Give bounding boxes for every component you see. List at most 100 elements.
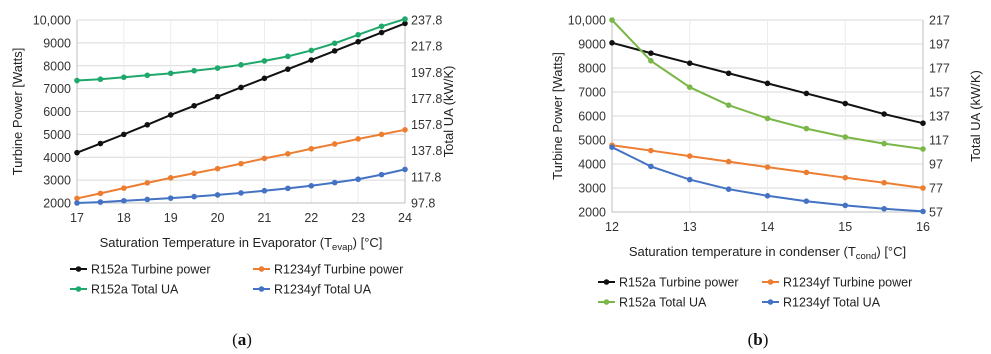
- data-point: [355, 31, 361, 38]
- panel-label-letter: a: [238, 330, 247, 349]
- x-tick-label: 20: [211, 211, 225, 225]
- data-point: [331, 179, 338, 186]
- data-point: [144, 196, 151, 203]
- data-point: [378, 29, 385, 36]
- data-point: [74, 77, 80, 84]
- data-point: [261, 187, 268, 194]
- y-tick-left-label: 5000: [578, 134, 606, 148]
- data-point: [74, 200, 80, 206]
- legend-swatch-marker: [767, 279, 774, 285]
- data-point: [167, 70, 174, 77]
- x-tick-label: 15: [838, 220, 852, 234]
- legend-item: R152a Total UA: [598, 296, 707, 310]
- chart-panel-b: 2000 3000 4000 5000 6000 7000 8000 9000 10,000 57…: [550, 14, 983, 350]
- data-point: [144, 121, 151, 128]
- legend-swatch-marker: [258, 286, 265, 292]
- data-point: [402, 127, 408, 133]
- legend-item: R1234yf Total UA: [253, 283, 372, 297]
- data-point: [920, 120, 926, 126]
- data-point: [355, 38, 361, 45]
- legend-item: R152a Turbine power: [598, 276, 739, 290]
- legend-label: R1234yf Total UA: [783, 296, 881, 310]
- data-point: [191, 193, 197, 200]
- legend-swatch-marker: [258, 266, 265, 272]
- data-point: [167, 112, 174, 118]
- series-line: [76, 18, 406, 82]
- data-point: [167, 175, 174, 181]
- data-point: [121, 185, 127, 191]
- data-point: [355, 136, 361, 142]
- y-tick-right-label: 97: [929, 158, 943, 172]
- data-point: [97, 140, 104, 147]
- series-group: [74, 16, 408, 206]
- series-group: [609, 17, 926, 215]
- legend-label: R1234yf Turbine power: [783, 276, 912, 290]
- x-tick-label: 21: [257, 211, 271, 225]
- data-point: [331, 48, 338, 54]
- x-axis-title-subscript: cond: [856, 251, 877, 262]
- data-point: [331, 40, 338, 47]
- data-point: [803, 90, 810, 97]
- y-tick-right-label: 77: [929, 182, 943, 196]
- data-point: [648, 147, 654, 154]
- data-point: [121, 74, 127, 81]
- x-tick-label: 13: [683, 220, 697, 234]
- data-point: [725, 70, 732, 77]
- panel-label: (b): [748, 330, 769, 349]
- x-tick-label: 18: [117, 211, 131, 225]
- y-axis-right-title: Total UA (kW/K): [968, 70, 983, 162]
- legend-swatch-marker: [75, 266, 82, 272]
- data-point: [648, 50, 654, 56]
- data-point: [725, 102, 732, 108]
- data-point: [261, 58, 268, 64]
- data-point: [920, 208, 926, 215]
- chart-panel-a: 2000 3000 4000 5000 6000 7000 8000 9000 10,000 97…: [10, 14, 456, 350]
- data-point: [238, 190, 244, 196]
- data-point: [764, 193, 771, 199]
- y-tick-left-label: 9000: [43, 36, 71, 50]
- data-point: [144, 180, 151, 186]
- data-point: [378, 23, 385, 30]
- y-tick-left-label: 9000: [578, 38, 606, 52]
- data-point: [609, 40, 615, 46]
- data-point: [402, 166, 408, 173]
- x-tick-label: 14: [761, 220, 775, 234]
- data-point: [214, 165, 221, 172]
- y-tick-right-label: 197: [929, 38, 950, 52]
- data-point: [881, 205, 887, 212]
- panel-label: (a): [232, 330, 252, 349]
- data-point: [686, 153, 693, 159]
- data-point: [191, 170, 197, 177]
- x-tick-label: 24: [398, 211, 412, 225]
- data-point: [686, 84, 693, 90]
- data-point: [764, 115, 771, 122]
- data-point: [214, 192, 221, 198]
- legend-label: R1234yf Total UA: [274, 283, 372, 297]
- data-point: [803, 125, 810, 132]
- data-point: [803, 198, 810, 204]
- y-tick-right-label: 97.8: [411, 197, 435, 211]
- data-point: [191, 67, 197, 74]
- data-point: [261, 155, 268, 162]
- y-tick-left-label: 6000: [578, 110, 606, 124]
- y-tick-left-label: 8000: [43, 59, 71, 73]
- data-point: [764, 164, 771, 170]
- legend-label: R152a Turbine power: [619, 276, 739, 290]
- panel-label-open: (: [748, 330, 754, 349]
- data-point: [191, 102, 197, 109]
- data-point: [331, 141, 338, 147]
- y-tick-right-label: 237.8: [411, 14, 442, 28]
- data-point: [308, 57, 315, 63]
- data-point: [402, 20, 408, 27]
- data-point: [74, 195, 80, 202]
- data-point: [214, 93, 221, 100]
- data-point: [167, 195, 174, 201]
- data-point: [920, 146, 926, 152]
- data-point: [881, 179, 887, 186]
- legend-item: R1234yf Turbine power: [762, 276, 912, 290]
- data-point: [686, 176, 693, 183]
- data-point: [97, 76, 104, 83]
- data-point: [308, 47, 315, 54]
- x-tick-label: 12: [605, 220, 619, 234]
- y-tick-right-label: 177: [929, 62, 950, 76]
